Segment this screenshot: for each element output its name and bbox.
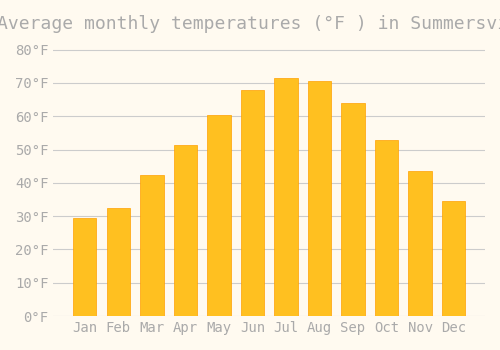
Bar — [375, 140, 398, 316]
Bar — [274, 78, 297, 316]
Bar — [308, 81, 331, 316]
Bar — [73, 218, 96, 316]
Bar — [106, 208, 130, 316]
Bar — [174, 145, 197, 316]
Bar — [442, 201, 466, 316]
Title: Average monthly temperatures (°F ) in Summersville: Average monthly temperatures (°F ) in Su… — [0, 15, 500, 33]
Bar — [408, 171, 432, 316]
Bar — [342, 103, 365, 316]
Bar — [207, 114, 231, 316]
Bar — [240, 90, 264, 316]
Bar — [140, 175, 164, 316]
